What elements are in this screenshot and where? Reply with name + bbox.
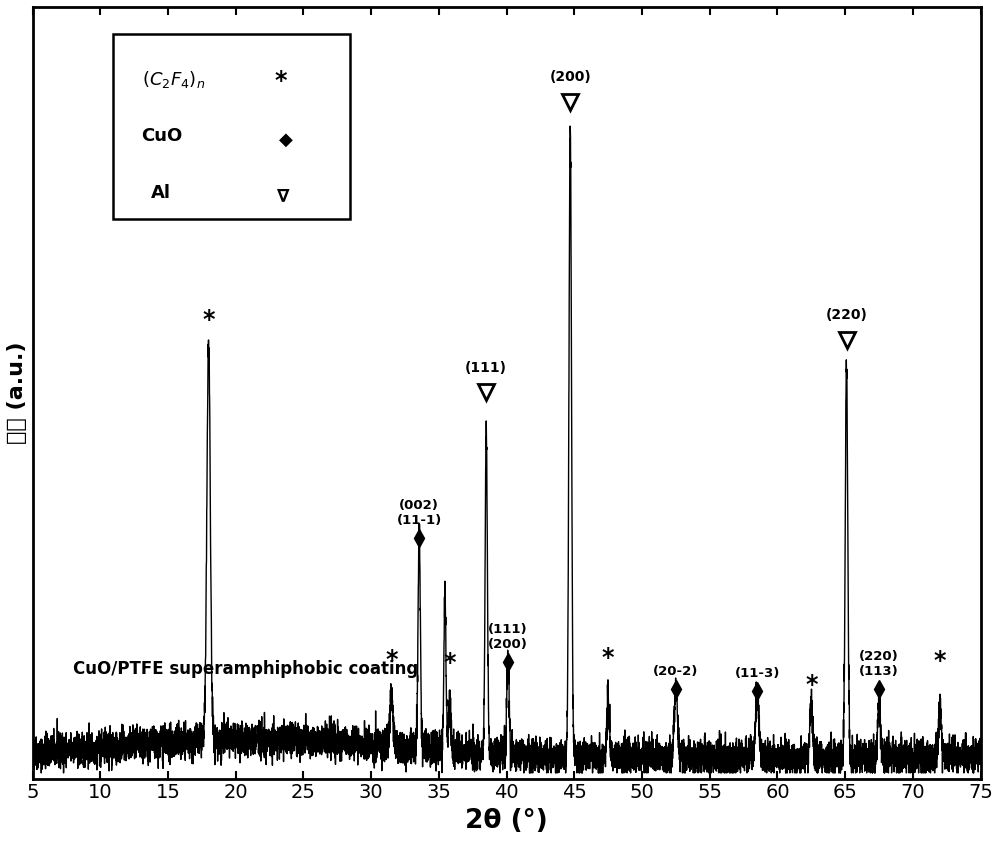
Text: *: * bbox=[934, 648, 946, 673]
Text: Al: Al bbox=[151, 184, 171, 203]
Text: *: * bbox=[602, 646, 614, 669]
Text: CuO: CuO bbox=[142, 126, 183, 145]
Text: (200): (200) bbox=[549, 70, 591, 84]
Text: (002)
(11-1): (002) (11-1) bbox=[397, 500, 442, 527]
Text: (111)
(200): (111) (200) bbox=[488, 623, 528, 652]
Text: (111): (111) bbox=[465, 361, 507, 374]
Text: (20-2): (20-2) bbox=[653, 665, 699, 678]
Text: *: * bbox=[202, 308, 215, 331]
Y-axis label: 强度 (a.u.): 强度 (a.u.) bbox=[7, 341, 27, 444]
Text: $(C_2F_4)_n$: $(C_2F_4)_n$ bbox=[142, 69, 205, 90]
Text: (11-3): (11-3) bbox=[734, 668, 780, 680]
Text: *: * bbox=[274, 69, 287, 93]
Text: ∇: ∇ bbox=[277, 187, 290, 204]
Text: ◆: ◆ bbox=[279, 130, 293, 148]
Text: *: * bbox=[443, 651, 456, 674]
FancyBboxPatch shape bbox=[113, 34, 350, 220]
Text: (220)
(113): (220) (113) bbox=[859, 650, 899, 679]
Text: CuO/PTFE superamphiphobic coating: CuO/PTFE superamphiphobic coating bbox=[73, 660, 418, 679]
Text: (220): (220) bbox=[826, 309, 867, 322]
X-axis label: 2θ (°): 2θ (°) bbox=[465, 808, 548, 834]
Text: *: * bbox=[805, 673, 818, 697]
Text: *: * bbox=[385, 648, 398, 672]
